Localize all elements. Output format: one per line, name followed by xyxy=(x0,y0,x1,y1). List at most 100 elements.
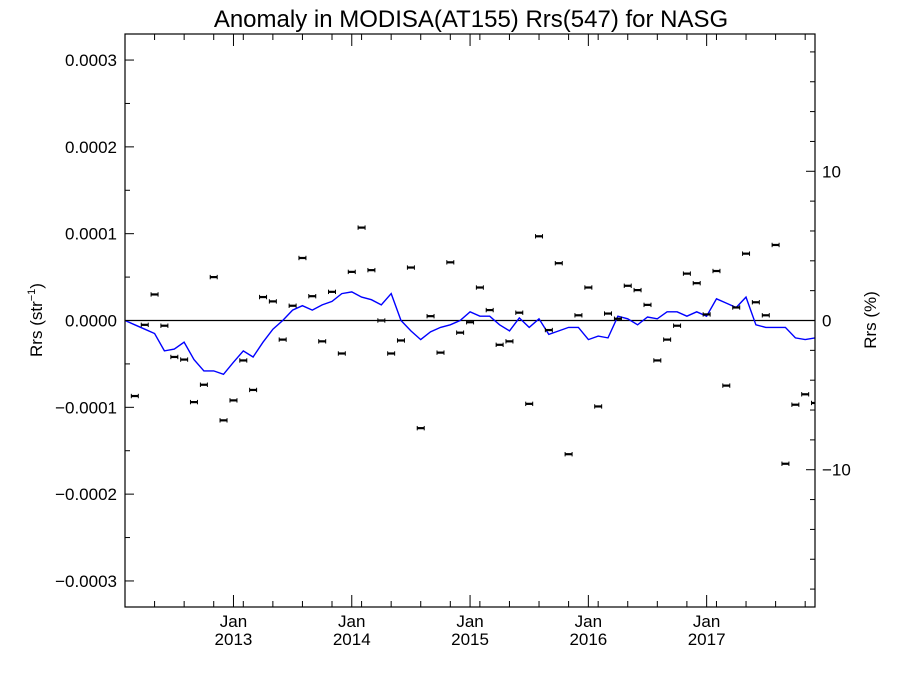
data-point xyxy=(387,351,396,356)
data-point xyxy=(406,265,415,270)
data-point xyxy=(278,337,287,342)
data-point xyxy=(229,398,238,403)
data-point xyxy=(249,387,258,393)
data-point xyxy=(170,354,179,360)
left-tick-label: −0.0003 xyxy=(55,572,117,591)
data-point xyxy=(633,287,642,293)
data-point xyxy=(781,461,790,466)
left-y-axis-label: Rrs (str−1) xyxy=(26,283,46,357)
data-point xyxy=(771,242,780,248)
data-point xyxy=(140,322,149,328)
left-y-axis-label-sup: −1 xyxy=(26,289,38,302)
anomaly-line-series xyxy=(125,291,815,376)
data-point xyxy=(189,399,198,405)
left-tick-label: 0.0003 xyxy=(65,51,117,70)
data-point xyxy=(357,225,366,230)
data-point xyxy=(584,285,593,290)
left-tick-label: −0.0001 xyxy=(55,398,117,417)
data-point xyxy=(791,402,800,407)
data-point xyxy=(722,383,731,388)
data-point xyxy=(495,342,504,348)
data-point xyxy=(702,312,711,317)
left-tick-label: 0.0001 xyxy=(65,225,117,244)
left-y-axis: 0.0003 0.0002 0.0001 0.0000 −0.0001 −0.0002 −0… xyxy=(55,51,134,591)
data-point xyxy=(535,234,544,239)
data-point xyxy=(613,316,622,321)
data-point xyxy=(603,311,612,316)
data-point xyxy=(574,313,583,318)
chart-title: Anomaly in MODISA(AT155) Rrs(547) for NA… xyxy=(214,6,728,33)
data-point xyxy=(485,307,494,313)
left-y-axis-label-close: ) xyxy=(27,283,46,289)
data-point xyxy=(199,382,208,387)
right-tick-label: −10 xyxy=(822,461,851,480)
data-point xyxy=(742,251,751,256)
x-tick-month-label: Jan xyxy=(338,612,365,631)
data-point xyxy=(554,261,563,266)
data-point xyxy=(663,337,672,342)
data-point xyxy=(396,338,405,343)
data-point xyxy=(347,269,356,275)
data-point xyxy=(801,392,810,397)
x-tick-month-label: Jan xyxy=(220,612,247,631)
left-tick-label: −0.0002 xyxy=(55,485,117,504)
data-point xyxy=(505,339,514,344)
x-tick-month-label: Jan xyxy=(456,612,483,631)
right-y-axis-label: Rrs (%) xyxy=(861,291,880,349)
data-point xyxy=(308,293,317,299)
data-point xyxy=(525,401,534,407)
x-tick-year-label: 2014 xyxy=(333,630,371,649)
data-point xyxy=(268,299,277,304)
data-point xyxy=(150,292,159,297)
data-point xyxy=(456,330,465,335)
data-point xyxy=(160,323,169,328)
data-point xyxy=(732,305,741,310)
data-point xyxy=(515,310,524,315)
data-point xyxy=(377,318,386,323)
left-tick-label: 0.0000 xyxy=(65,312,117,331)
data-point xyxy=(594,404,603,409)
data-point xyxy=(466,320,475,325)
data-point xyxy=(436,350,445,355)
data-point xyxy=(209,274,218,280)
data-point xyxy=(446,260,455,265)
left-y-axis-label-base: Rrs (str xyxy=(27,301,46,357)
data-point xyxy=(692,280,701,286)
x-tick-year-label: 2016 xyxy=(569,630,607,649)
data-point xyxy=(180,357,189,362)
data-point xyxy=(544,327,553,333)
data-point xyxy=(259,294,268,300)
data-point xyxy=(130,393,139,399)
data-point xyxy=(298,255,307,261)
data-point xyxy=(475,285,484,290)
right-y-axis: 10 0 −10 xyxy=(806,51,851,590)
data-point xyxy=(416,425,425,431)
x-tick-month-label: Jan xyxy=(693,612,720,631)
data-point xyxy=(337,351,346,356)
data-point xyxy=(367,267,376,273)
data-point xyxy=(682,271,691,276)
plot-area xyxy=(125,225,815,466)
data-point xyxy=(811,400,815,406)
data-point xyxy=(673,323,682,328)
x-tick-year-label: 2013 xyxy=(215,630,253,649)
anomaly-points-series xyxy=(130,225,815,466)
x-tick-year-label: 2017 xyxy=(688,630,726,649)
data-point xyxy=(219,418,228,423)
x-tick-year-label: 2015 xyxy=(451,630,489,649)
data-point xyxy=(643,302,652,308)
data-point xyxy=(328,289,337,295)
data-point xyxy=(653,358,662,363)
data-point xyxy=(751,300,760,305)
data-point xyxy=(288,303,297,308)
x-tick-month-label: Jan xyxy=(575,612,602,631)
data-point xyxy=(239,358,248,363)
data-point xyxy=(761,313,770,318)
data-point xyxy=(623,283,632,288)
data-point xyxy=(564,452,573,457)
data-point xyxy=(318,339,327,344)
right-tick-label: 10 xyxy=(822,162,841,181)
data-point xyxy=(426,313,435,319)
